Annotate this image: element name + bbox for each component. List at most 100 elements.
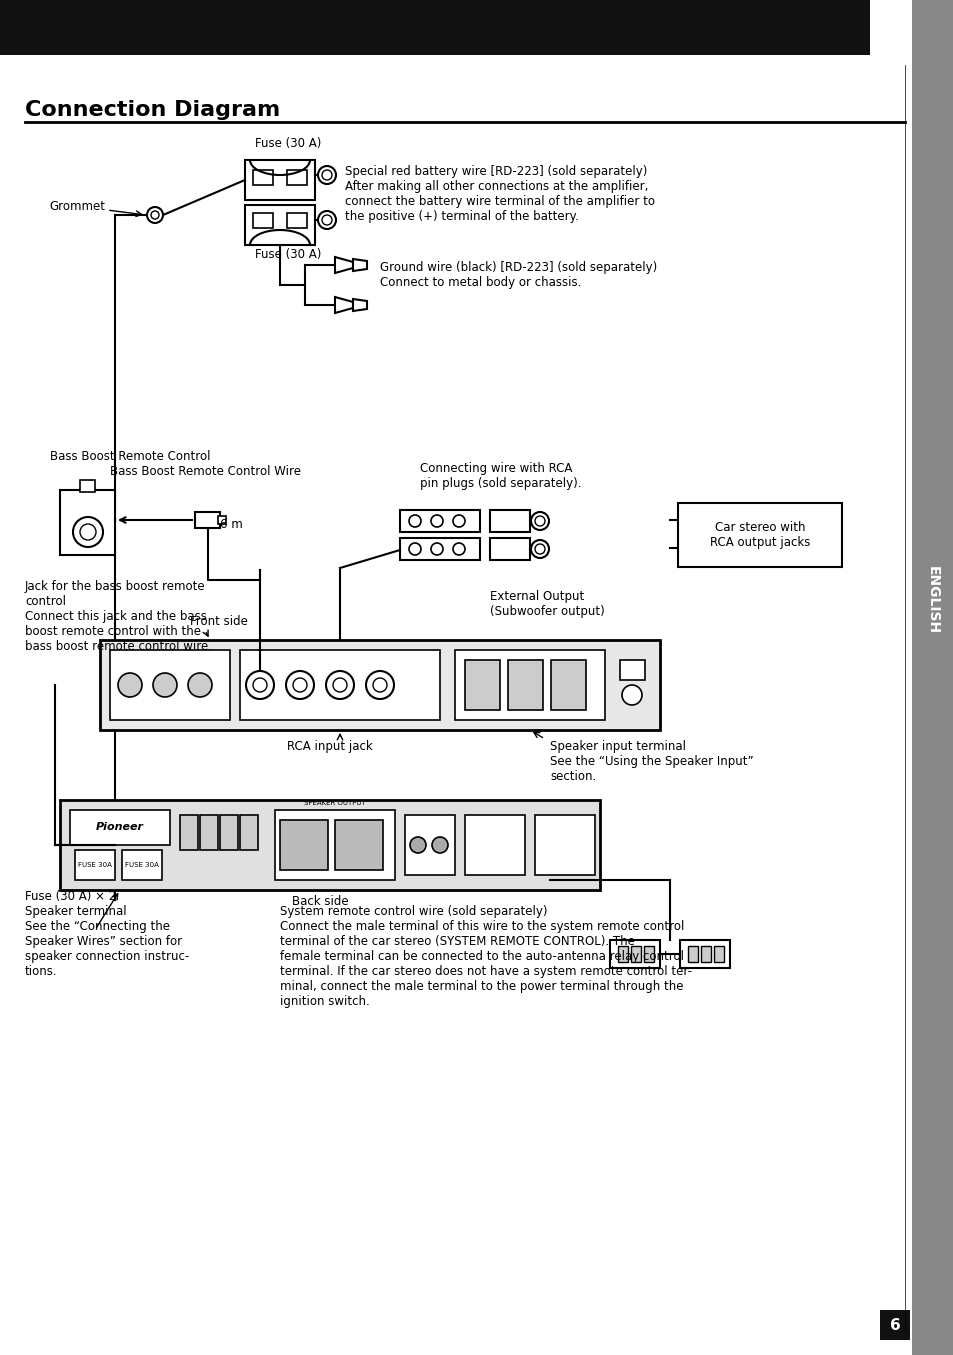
Polygon shape: [353, 259, 367, 271]
Bar: [60, 799, 599, 890]
Text: Connecting wire with RCA
pin plugs (sold separately).: Connecting wire with RCA pin plugs (sold…: [419, 462, 581, 491]
Bar: [464, 660, 499, 710]
Text: Bass Boost Remote Control: Bass Boost Remote Control: [50, 450, 211, 463]
Text: Speaker input terminal
See the “Using the Speaker Input”
section.: Speaker input terminal See the “Using th…: [550, 740, 753, 783]
Circle shape: [432, 837, 448, 854]
Bar: [399, 509, 479, 533]
Bar: [240, 814, 257, 850]
Circle shape: [531, 541, 548, 558]
Text: Fuse (30 A): Fuse (30 A): [254, 248, 321, 262]
Text: RCA input jack: RCA input jack: [287, 740, 373, 753]
Bar: [911, 0, 953, 1355]
Circle shape: [431, 543, 442, 556]
Text: Jack for the bass boost remote
control
Connect this jack and the bass
boost remo: Jack for the bass boost remote control C…: [25, 580, 212, 653]
Circle shape: [431, 515, 442, 527]
Bar: [240, 650, 439, 720]
FancyBboxPatch shape: [678, 503, 841, 566]
Bar: [687, 946, 698, 962]
Text: Special red battery wire [RD-223] (sold separately)
After making all other conne: Special red battery wire [RD-223] (sold …: [345, 165, 655, 224]
Text: Car stereo with
RCA output jacks: Car stereo with RCA output jacks: [709, 522, 809, 549]
Bar: [287, 169, 307, 186]
Text: FUSE 30A: FUSE 30A: [125, 862, 159, 869]
Circle shape: [531, 512, 548, 530]
Bar: [618, 946, 627, 962]
Circle shape: [118, 673, 142, 696]
Text: Pioneer: Pioneer: [96, 822, 144, 832]
Circle shape: [326, 671, 354, 699]
Bar: [274, 810, 395, 879]
Bar: [535, 814, 595, 875]
Circle shape: [286, 671, 314, 699]
Bar: [490, 509, 530, 533]
Bar: [70, 810, 170, 846]
Bar: [218, 516, 226, 524]
Polygon shape: [335, 257, 353, 272]
Text: Front side: Front side: [190, 615, 248, 627]
Circle shape: [147, 207, 163, 224]
Bar: [75, 850, 115, 879]
Circle shape: [410, 837, 426, 854]
Bar: [405, 814, 455, 875]
Bar: [280, 820, 328, 870]
Bar: [879, 1310, 909, 1340]
Bar: [551, 660, 585, 710]
Text: Back side: Back side: [292, 896, 348, 908]
Text: SPEAKER OUTPUT: SPEAKER OUTPUT: [304, 799, 366, 806]
Bar: [60, 491, 115, 556]
Bar: [253, 169, 273, 186]
Bar: [464, 814, 524, 875]
Circle shape: [317, 211, 335, 229]
Bar: [643, 946, 654, 962]
Bar: [253, 213, 273, 228]
Bar: [700, 946, 710, 962]
Bar: [110, 650, 230, 720]
Circle shape: [246, 671, 274, 699]
Circle shape: [453, 515, 464, 527]
Bar: [0, 0, 869, 56]
Bar: [619, 660, 644, 680]
Bar: [399, 538, 479, 560]
Text: 6 m: 6 m: [220, 519, 242, 531]
Bar: [713, 946, 723, 962]
Bar: [180, 814, 198, 850]
Text: Grommet: Grommet: [49, 201, 105, 213]
Bar: [609, 940, 659, 967]
Circle shape: [188, 673, 212, 696]
Polygon shape: [335, 297, 353, 313]
Circle shape: [409, 543, 420, 556]
Bar: [507, 660, 542, 710]
Circle shape: [453, 543, 464, 556]
Bar: [490, 538, 530, 560]
Circle shape: [366, 671, 394, 699]
Circle shape: [409, 515, 420, 527]
Bar: [80, 480, 95, 492]
Text: ENGLISH: ENGLISH: [925, 566, 939, 634]
Text: System remote control wire (sold separately)
Connect the male terminal of this w: System remote control wire (sold separat…: [280, 905, 691, 1008]
Text: FUSE 30A: FUSE 30A: [78, 862, 112, 869]
Bar: [245, 160, 314, 201]
Text: 6: 6: [889, 1317, 900, 1332]
Bar: [100, 640, 659, 730]
Text: Connection Diagram: Connection Diagram: [25, 100, 280, 121]
Circle shape: [621, 686, 641, 705]
Circle shape: [317, 167, 335, 184]
Bar: [335, 820, 382, 870]
Bar: [455, 650, 604, 720]
Text: Fuse (30 A) × 2: Fuse (30 A) × 2: [25, 890, 116, 902]
Bar: [630, 946, 640, 962]
Circle shape: [73, 518, 103, 547]
Text: Ground wire (black) [RD-223] (sold separately)
Connect to metal body or chassis.: Ground wire (black) [RD-223] (sold separ…: [379, 262, 657, 289]
Polygon shape: [353, 299, 367, 312]
Bar: [194, 512, 220, 528]
Bar: [122, 850, 162, 879]
Bar: [679, 940, 729, 967]
Circle shape: [152, 673, 177, 696]
Bar: [220, 814, 237, 850]
Bar: [287, 213, 307, 228]
Bar: [200, 814, 218, 850]
Text: Fuse (30 A): Fuse (30 A): [254, 137, 321, 150]
Text: Bass Boost Remote Control Wire: Bass Boost Remote Control Wire: [110, 465, 301, 478]
Text: External Output
(Subwoofer output): External Output (Subwoofer output): [490, 589, 604, 618]
Text: Speaker terminal
See the “Connecting the
Speaker Wires” section for
speaker conn: Speaker terminal See the “Connecting the…: [25, 905, 189, 978]
Bar: [245, 205, 314, 245]
